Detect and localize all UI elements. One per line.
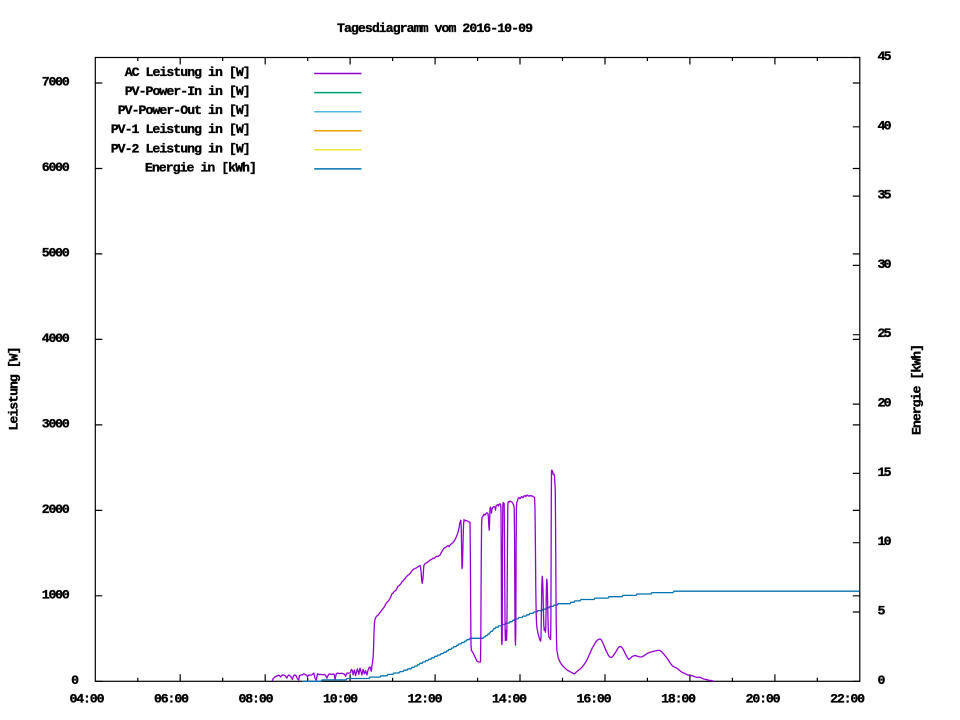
svg-text:1000: 1000 [42, 587, 70, 602]
svg-text:4000: 4000 [42, 331, 70, 346]
svg-text:5: 5 [878, 603, 886, 618]
svg-text:12:00: 12:00 [408, 691, 443, 706]
svg-text:Energie [kWh]: Energie [kWh] [909, 344, 924, 435]
svg-text:20: 20 [878, 396, 892, 411]
svg-text:06:00: 06:00 [154, 691, 189, 706]
svg-text:PV-Power-In in [W]: PV-Power-In in [W] [125, 84, 251, 99]
svg-text:Energie in [kWh]: Energie in [kWh] [145, 160, 257, 175]
svg-text:5000: 5000 [42, 245, 70, 260]
svg-text:0: 0 [71, 673, 79, 688]
svg-text:3000: 3000 [42, 416, 70, 431]
svg-text:7000: 7000 [42, 75, 70, 90]
svg-text:Tagesdiagramm vom 2016-10-09: Tagesdiagramm vom 2016-10-09 [337, 21, 533, 36]
svg-text:AC Leistung in [W]: AC Leistung in [W] [125, 65, 251, 80]
svg-text:04:00: 04:00 [70, 691, 105, 706]
svg-text:45: 45 [878, 49, 892, 64]
svg-text:2000: 2000 [42, 502, 70, 517]
svg-text:25: 25 [878, 326, 892, 341]
svg-text:22:00: 22:00 [830, 691, 865, 706]
svg-text:16:00: 16:00 [577, 691, 612, 706]
svg-text:08:00: 08:00 [239, 691, 274, 706]
svg-text:10: 10 [878, 534, 892, 549]
svg-text:PV-Power-Out in [W]: PV-Power-Out in [W] [118, 103, 251, 118]
svg-text:18:00: 18:00 [661, 691, 696, 706]
svg-text:35: 35 [878, 188, 892, 203]
svg-text:14:00: 14:00 [492, 691, 527, 706]
svg-text:0: 0 [878, 673, 886, 688]
svg-text:Leistung [W]: Leistung [W] [7, 347, 22, 431]
svg-text:PV-2 Leistung in [W]: PV-2 Leistung in [W] [111, 141, 251, 156]
svg-text:30: 30 [878, 257, 892, 272]
svg-text:6000: 6000 [42, 160, 70, 175]
svg-text:20:00: 20:00 [746, 691, 781, 706]
svg-text:10:00: 10:00 [323, 691, 358, 706]
svg-text:PV-1 Leistung in [W]: PV-1 Leistung in [W] [111, 122, 251, 137]
svg-text:15: 15 [878, 465, 892, 480]
svg-text:40: 40 [878, 118, 892, 133]
